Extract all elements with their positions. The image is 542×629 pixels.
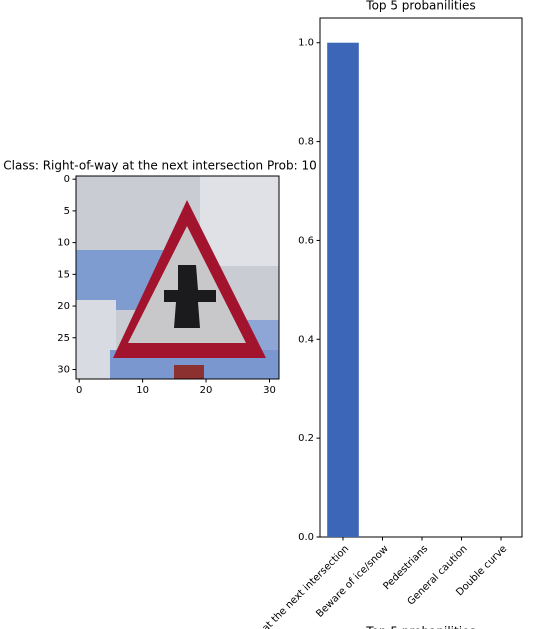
x-tick-label: Right-of-way at the next intersection [214,543,352,629]
y-tick-label: 15 [57,269,70,280]
y-tick-label: 0.2 [298,433,314,444]
y-tick-label: 10 [57,238,70,249]
y-tick-label: 0.8 [298,137,314,148]
y-tick-label: 0.6 [298,235,314,246]
x-tick-label: 30 [263,385,276,396]
y-tick-label: 1.0 [298,38,314,49]
bar [327,42,359,537]
y-tick-label: 0 [64,174,70,185]
x-tick-label: 0 [76,385,82,396]
y-tick-label: 5 [64,206,70,217]
y-tick-label: 0.0 [298,532,314,543]
sign-image [76,176,279,379]
x-tick-label: 10 [136,385,149,396]
y-tick-label: 25 [57,333,70,344]
x-tick-label: 20 [200,385,213,396]
x-tick-label: Beware of ice/snow [314,543,390,619]
y-tick-label: 30 [57,364,70,375]
x-axis-label: Top 5 probanilities [365,625,475,629]
y-tick-label: 0.4 [298,334,314,345]
y-tick-label: 20 [57,301,70,312]
image-frame [75,175,280,380]
image-title: Class: Right-of-way at the next intersec… [3,159,316,173]
chart-title: Top 5 probanilities [365,0,475,13]
